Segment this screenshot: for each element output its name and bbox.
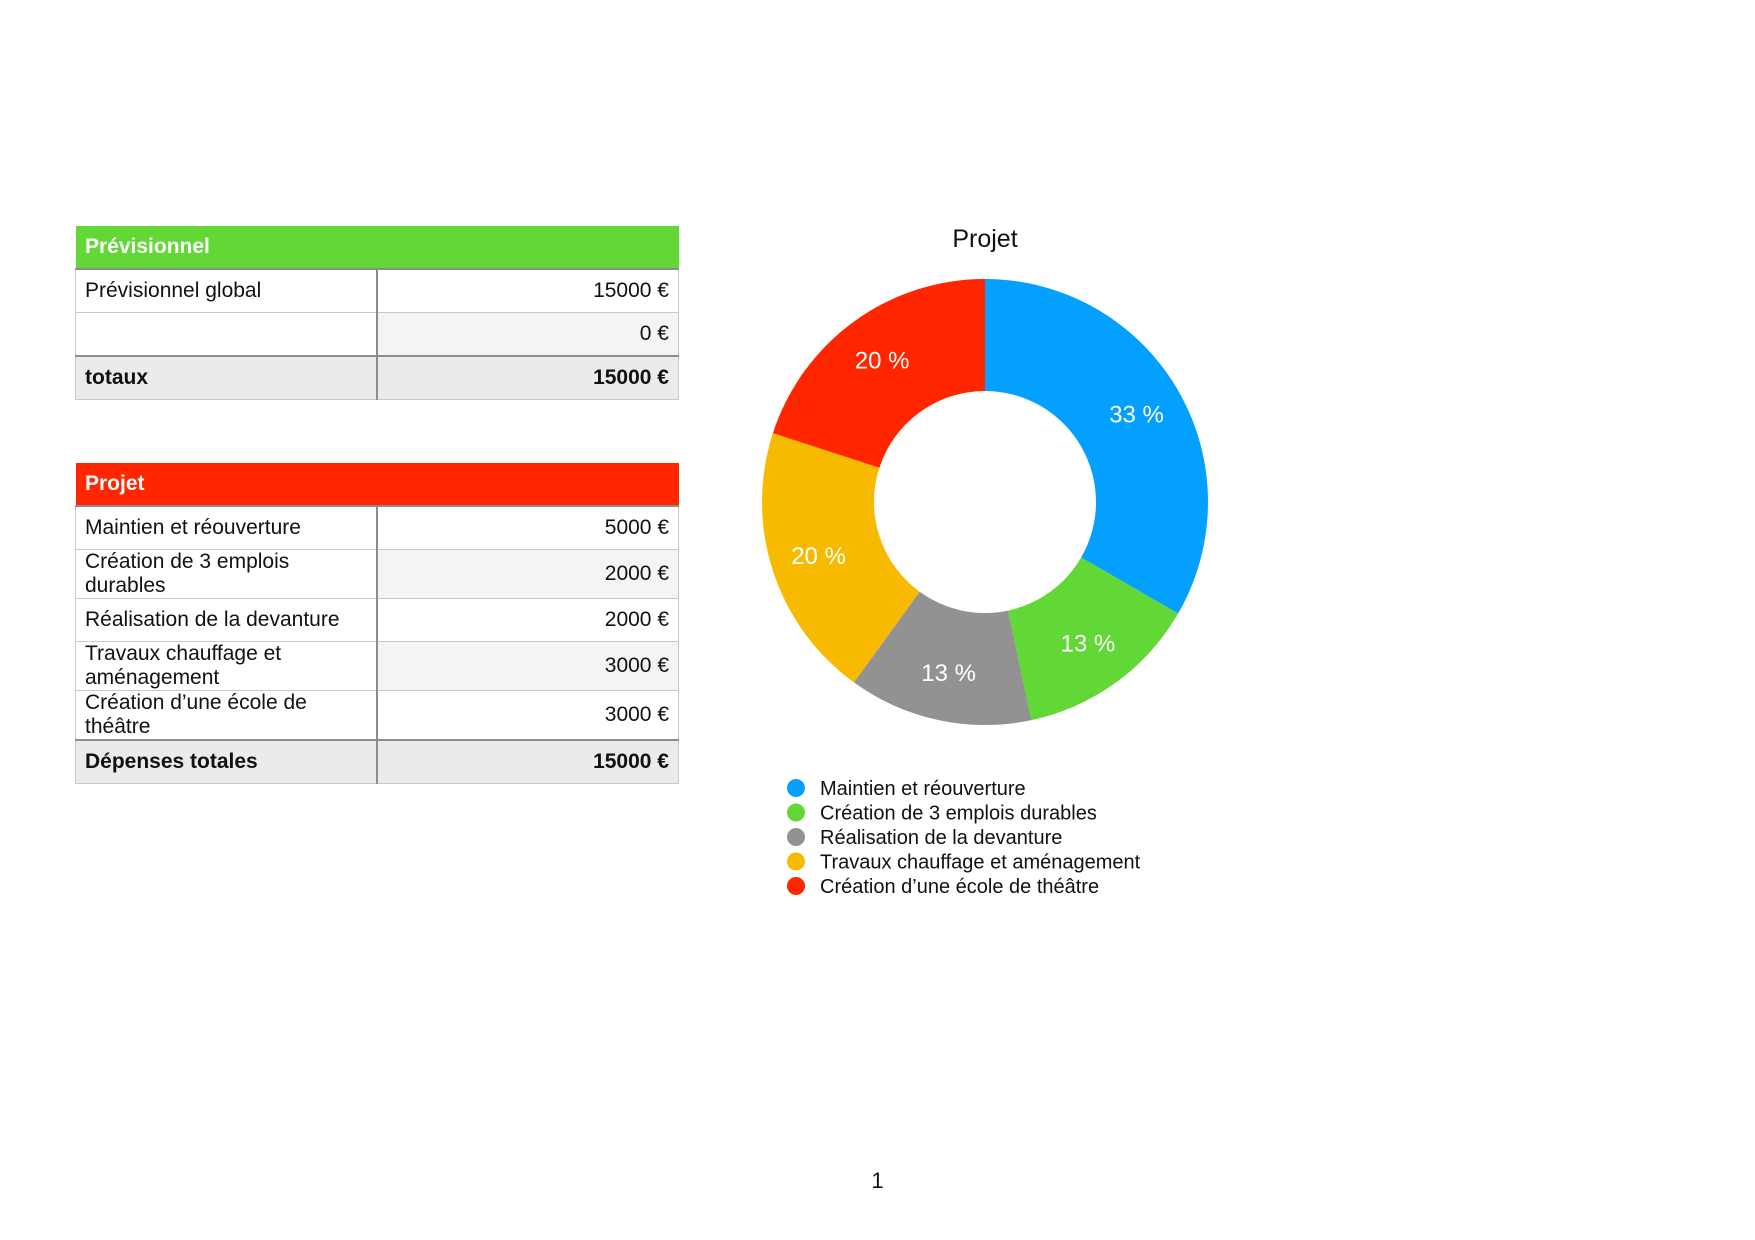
projet-table: Projet Maintien et réouverture 5000 € Cr… xyxy=(75,462,679,784)
table-row: Création d’une école de théâtre 3000 € xyxy=(75,690,679,741)
legend-item: Réalisation de la devanture xyxy=(787,827,1062,849)
legend-item: Maintien et réouverture xyxy=(787,778,1026,800)
table-row: Création de 3 emplois durables 2000 € xyxy=(75,549,679,599)
slice-percent-label: 13 % xyxy=(1061,631,1116,658)
legend-label: Création de 3 emplois durables xyxy=(820,803,1097,825)
row-label[interactable]: Création d’une école de théâtre xyxy=(75,690,378,741)
total-row: Dépenses totales 15000 € xyxy=(75,739,679,784)
row-label[interactable] xyxy=(75,312,378,357)
total-label[interactable]: Dépenses totales xyxy=(75,739,378,784)
legend-swatch xyxy=(787,803,805,822)
donut-slice[interactable] xyxy=(1008,557,1179,721)
table-header-row: Prévisionnel xyxy=(75,225,679,270)
table-row: Réalisation de la devanture 2000 € xyxy=(75,598,679,642)
legend-item: Travaux chauffage et aménagement xyxy=(787,852,1141,874)
legend-label: Création d’une école de théâtre xyxy=(820,876,1099,898)
row-value[interactable]: 0 € xyxy=(376,312,679,357)
legend-label: Réalisation de la devanture xyxy=(820,827,1062,849)
legend-label: Maintien et réouverture xyxy=(820,778,1026,800)
legend-swatch xyxy=(787,877,805,895)
row-value[interactable]: 5000 € xyxy=(376,505,679,550)
table-header-row: Projet xyxy=(75,462,679,507)
row-label[interactable]: Travaux chauffage et aménagement xyxy=(75,641,378,691)
table-row: Prévisionnel global 15000 € xyxy=(75,268,679,313)
legend-swatch xyxy=(787,828,805,846)
chart-slices: 33 % 13 % 13 % 20 % 20 % xyxy=(762,279,1208,725)
row-label[interactable]: Prévisionnel global xyxy=(75,268,378,313)
legend-label: Travaux chauffage et aménagement xyxy=(820,852,1141,874)
previsionnel-table: Prévisionnel Prévisionnel global 15000 €… xyxy=(75,225,679,400)
row-label[interactable]: Maintien et réouverture xyxy=(75,505,378,550)
total-row: totaux 15000 € xyxy=(75,355,679,400)
chart-legend: Maintien et réouverture Création de 3 emp… xyxy=(787,778,1141,898)
donut-slice[interactable] xyxy=(772,279,985,468)
total-value[interactable]: 15000 € xyxy=(376,739,679,784)
row-label[interactable]: Réalisation de la devanture xyxy=(75,598,378,642)
slice-percent-label: 20 % xyxy=(855,347,910,374)
row-value[interactable]: 3000 € xyxy=(376,641,679,691)
donut-chart: Projet 33 % 13 % 13 % 20 % 20 % Maintien et … xyxy=(762,225,1208,898)
table-row: Travaux chauffage et aménagement 3000 € xyxy=(75,641,679,691)
total-label[interactable]: totaux xyxy=(75,355,378,400)
slice-percent-label: 20 % xyxy=(791,543,846,570)
legend-swatch xyxy=(787,852,805,871)
donut-slice[interactable] xyxy=(985,279,1208,614)
row-value[interactable]: 15000 € xyxy=(376,268,679,313)
slice-percent-label: 13 % xyxy=(921,660,976,687)
table-header: Projet xyxy=(75,462,679,507)
table-row: Maintien et réouverture 5000 € xyxy=(75,505,679,550)
legend-item: Création de 3 emplois durables xyxy=(787,803,1097,825)
legend-swatch xyxy=(787,779,805,797)
row-value[interactable]: 2000 € xyxy=(376,549,679,599)
table-row: 0 € xyxy=(75,312,679,357)
total-value[interactable]: 15000 € xyxy=(376,355,679,400)
page-number: 1 xyxy=(871,1168,884,1193)
row-label[interactable]: Création de 3 emplois durables xyxy=(75,549,378,599)
slice-percent-label: 33 % xyxy=(1109,402,1164,429)
table-header: Prévisionnel xyxy=(75,225,679,270)
chart-title: Projet xyxy=(952,225,1017,253)
row-value[interactable]: 2000 € xyxy=(376,598,679,642)
row-value[interactable]: 3000 € xyxy=(376,690,679,741)
legend-item: Création d’une école de théâtre xyxy=(787,876,1099,898)
donut-slice[interactable] xyxy=(762,433,920,683)
donut-slice[interactable] xyxy=(853,591,1032,725)
